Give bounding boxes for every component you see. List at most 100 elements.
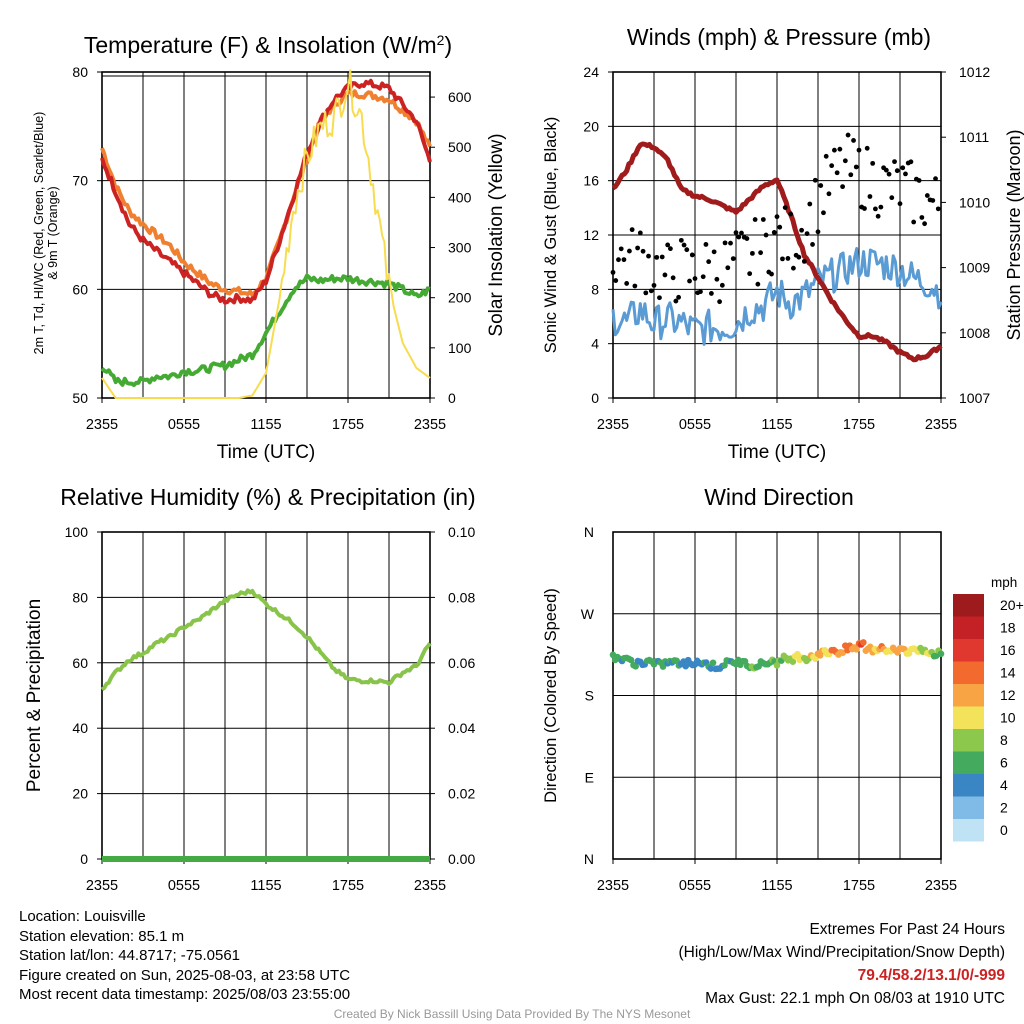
gust-point <box>870 160 876 166</box>
legend-label: 20+ <box>1000 597 1024 613</box>
extremes-title: Extremes For Past 24 Hours <box>809 921 1005 938</box>
gust-point <box>771 230 777 235</box>
gust-point <box>627 248 632 254</box>
gust-point <box>744 236 750 241</box>
legend-label: 6 <box>1000 755 1008 771</box>
gust-point <box>610 269 616 275</box>
gust-point <box>739 230 744 236</box>
y-tick-label: 20 <box>72 786 88 802</box>
legend-swatch <box>953 639 984 662</box>
gust-point <box>796 254 802 260</box>
gust-point <box>834 170 840 176</box>
gust-point <box>782 205 788 210</box>
gust-point <box>821 210 826 216</box>
gust-point <box>687 278 692 284</box>
gust-point <box>703 242 709 247</box>
recent-data-text: Most recent data timestamp: 2025/08/03 2… <box>19 986 351 1003</box>
gust-point <box>851 138 856 143</box>
y2-axis-label: Solar Insolation (Yellow) <box>486 133 507 336</box>
y2-tick-label: 0.08 <box>448 589 475 605</box>
gust-point <box>640 248 646 254</box>
y2-tick-label: 0.00 <box>448 851 475 867</box>
x-tick-label: 1755 <box>332 417 364 433</box>
x-tick-label: 2355 <box>86 878 118 894</box>
gust-point <box>769 271 774 277</box>
x-tick-label: 0555 <box>168 417 200 433</box>
gust-point <box>897 201 903 207</box>
legend-swatch <box>953 729 984 752</box>
y2-tick-label: 200 <box>448 290 472 306</box>
gust-point <box>717 299 722 305</box>
direction-point <box>789 658 797 665</box>
gust-point <box>815 229 821 235</box>
y-tick-label: 24 <box>583 64 599 80</box>
x-tick-label: 2355 <box>414 417 446 433</box>
x-tick-label: 1155 <box>250 878 281 894</box>
series-wind <box>611 247 943 346</box>
gust-point <box>665 242 671 248</box>
direction-points <box>609 639 945 673</box>
direction-point <box>937 650 945 658</box>
legend-label: 16 <box>1000 642 1016 658</box>
gust-point <box>681 242 687 248</box>
gust-point <box>848 172 854 178</box>
series-pressure <box>611 141 943 363</box>
series-rh <box>100 588 432 692</box>
gust-point <box>651 282 657 288</box>
gust-point <box>935 206 941 212</box>
gust-point <box>840 184 845 190</box>
station-info: Location: Louisville Station elevation: … <box>19 907 350 1005</box>
gust-point <box>812 177 818 183</box>
gust-point <box>637 230 643 236</box>
gust-point <box>908 159 914 165</box>
legend-label: 4 <box>1000 777 1008 793</box>
y2-tick-label: 0.10 <box>448 524 475 540</box>
gust-point <box>886 171 892 177</box>
location-text: Location: Louisville <box>19 908 146 925</box>
gust-point <box>755 281 761 287</box>
extremes-values: 79.4/58.2/13.1/0/-999 <box>857 967 1005 984</box>
y2-tick-label: 0.04 <box>448 720 475 736</box>
y-tick-label: 80 <box>72 64 88 80</box>
gust-point <box>760 217 766 222</box>
y2-tick-label: 1012 <box>959 64 990 80</box>
elevation-text: Station elevation: 85.1 m <box>19 927 185 945</box>
gust-point <box>621 257 627 263</box>
extremes-subtitle: (High/Low/Max Wind/Precipitation/Snow De… <box>678 944 1006 961</box>
y-tick-label: 70 <box>72 173 88 189</box>
x-tick-label: 0555 <box>168 878 200 894</box>
y-tick-label: 12 <box>583 227 599 243</box>
gust-point <box>788 211 794 217</box>
gust-point <box>911 219 917 225</box>
legend-swatch <box>953 751 984 774</box>
gust-point <box>889 195 895 201</box>
x-tick-label: 1755 <box>843 878 875 894</box>
legend-label: 18 <box>1000 620 1016 636</box>
gust-point <box>883 167 889 173</box>
gust-point <box>700 274 706 280</box>
gust-point <box>725 265 731 271</box>
gust-point <box>878 204 884 210</box>
gust-point <box>780 256 785 262</box>
legend-label: 10 <box>1000 710 1016 726</box>
gust-point <box>624 281 630 286</box>
gust-point <box>892 159 897 165</box>
y2-tick-label: 0.06 <box>448 655 475 671</box>
gust-point <box>730 256 736 262</box>
y-axis-label: Sonic Wind & Gust (Blue, Black) <box>542 117 560 354</box>
gust-point <box>930 198 936 203</box>
legend-swatch <box>953 616 984 639</box>
gust-point <box>837 146 843 152</box>
y-tick-label: 0 <box>591 390 599 406</box>
chart-title: Winds (mph) & Pressure (mb) <box>627 24 931 50</box>
direction-point <box>812 655 819 663</box>
y-tick-label: 60 <box>72 655 88 671</box>
y2-tick-label: 1011 <box>959 129 989 145</box>
direction-point <box>659 663 667 670</box>
chart-title: Temperature (F) & Insolation (W/m2) <box>84 32 452 58</box>
gust-point <box>750 250 755 256</box>
legend-swatch <box>953 684 984 707</box>
gust-point <box>670 275 676 281</box>
gust-point <box>676 294 681 300</box>
